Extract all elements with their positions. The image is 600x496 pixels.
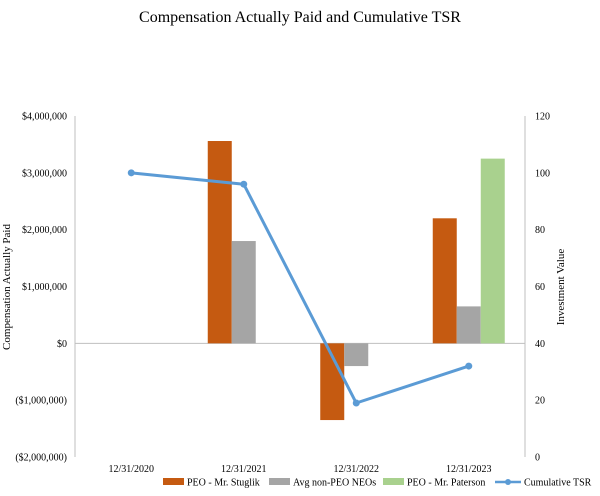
y-left-tick-label: $0 [57, 339, 67, 350]
legend-item-peo-mr-stuglik: PEO - Mr. Stuglik [163, 478, 260, 489]
x-tick-label: 12/31/2021 [221, 464, 267, 475]
y-right-tick-label: 0 [535, 453, 540, 464]
tsr-point-0 [127, 169, 135, 177]
bar-avg-non-peo-neos-1 [231, 241, 256, 344]
y-right-tick-label: 100 [535, 168, 550, 179]
y-right-tick-label: 40 [535, 339, 545, 350]
y-axis-left-label: Compensation Actually Paid [1, 224, 13, 350]
chart-legend: PEO - Mr. Stuglik Avg non-PEO NEOs PEO - M… [163, 478, 592, 489]
plot-axes [74, 116, 526, 457]
y-left-tick-label: ($1,000,000) [15, 396, 67, 407]
legend-item-cumulative-tsr: Cumulative TSR [495, 478, 592, 489]
tsr-point-1 [240, 180, 248, 188]
x-tick-label: 12/31/2023 [446, 464, 492, 475]
bar-peo-mr-stuglik-1 [207, 141, 232, 344]
legend-swatch-marker [505, 479, 511, 485]
bar-avg-non-peo-neos-2 [344, 343, 369, 367]
legend-label: Cumulative TSR [524, 478, 592, 489]
bar-peo-mr-paterson-3 [480, 158, 505, 344]
chart-title: Compensation Actually Paid and Cumulativ… [139, 9, 461, 26]
tick-labels: $4,000,000 $3,000,000 $2,000,000 $1,000,000… [15, 112, 550, 476]
y-right-tick-label: 60 [535, 282, 545, 293]
y-left-tick-label: $2,000,000 [22, 225, 67, 236]
legend-swatch [269, 478, 290, 485]
y-right-tick-label: 120 [535, 112, 550, 123]
y-left-tick-label: $4,000,000 [22, 112, 67, 123]
y-axis-right-label: Investment Value [555, 249, 567, 326]
tsr-point-2 [352, 399, 360, 407]
y-left-tick-label: $1,000,000 [22, 282, 67, 293]
x-tick-label: 12/31/2022 [333, 464, 379, 475]
tsr-line-series [127, 169, 473, 407]
bar-avg-non-peo-neos-3 [456, 306, 481, 344]
x-tick-label: 12/31/2020 [108, 464, 154, 475]
y-right-tick-label: 20 [535, 396, 545, 407]
bar-series [207, 141, 505, 421]
legend-swatch [163, 478, 184, 485]
tsr-point-3 [465, 362, 473, 370]
legend-item-peo-mr-paterson: PEO - Mr. Paterson [383, 478, 485, 489]
legend-label: PEO - Mr. Stuglik [187, 478, 260, 489]
legend-swatch [383, 478, 404, 485]
y-left-tick-label: ($2,000,000) [15, 453, 67, 464]
legend-label: Avg non-PEO NEOs [293, 478, 376, 489]
legend-item-avg-non-peo-neos: Avg non-PEO NEOs [269, 478, 376, 489]
y-left-tick-label: $3,000,000 [22, 168, 67, 179]
tsr-line [131, 171, 470, 405]
legend-label: PEO - Mr. Paterson [407, 478, 485, 489]
bar-peo-mr-stuglik-3 [432, 218, 457, 344]
y-right-tick-label: 80 [535, 225, 545, 236]
